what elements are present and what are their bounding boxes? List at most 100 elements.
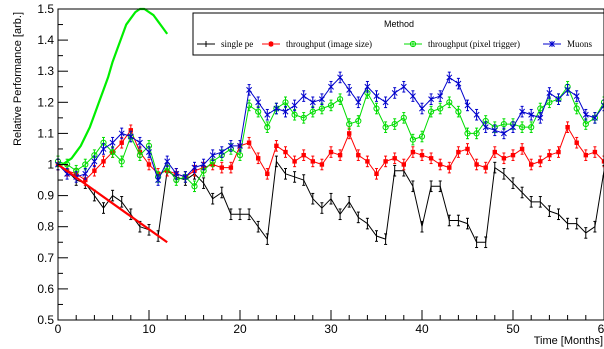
marker-square — [501, 156, 507, 161]
marker-x — [182, 173, 189, 180]
marker-x — [446, 74, 453, 81]
marker-square — [146, 162, 152, 167]
marker-square — [438, 162, 443, 167]
marker-square — [529, 162, 534, 167]
marker-square — [419, 152, 425, 158]
legend-entries: single pe throughput (image size) throughp… — [197, 39, 593, 49]
marker-circle — [291, 111, 298, 118]
marker-circle — [573, 105, 580, 112]
marker-square — [601, 159, 604, 164]
marker-circle — [82, 161, 89, 168]
marker-x — [409, 93, 416, 100]
marker-square — [456, 149, 461, 155]
marker-square — [565, 124, 570, 130]
marker-x — [255, 99, 262, 106]
x-tick-label: 40 — [415, 322, 429, 336]
legend-label: throughput (pixel trigger) — [428, 39, 520, 49]
y-tick-label: 1.5 — [37, 2, 54, 16]
y-axis-title: Relative Performance [arb.] — [12, 12, 24, 146]
marker-square — [428, 156, 434, 161]
marker-x — [191, 164, 198, 171]
legend-label: throughput (image size) — [286, 39, 372, 49]
marker-circle — [528, 124, 535, 131]
marker-square — [519, 146, 525, 152]
marker-square — [547, 152, 552, 158]
x-tick-label: 20 — [233, 322, 247, 336]
marker-x — [100, 145, 107, 152]
marker-square — [392, 156, 397, 161]
marker-x — [264, 111, 271, 118]
marker-x — [164, 158, 171, 165]
x-axis-title: Time [Months] — [534, 335, 603, 347]
marker-square — [492, 149, 497, 155]
marker-circle — [409, 136, 416, 143]
marker-square — [328, 149, 334, 155]
marker-circle — [191, 183, 198, 190]
marker-circle — [418, 133, 426, 140]
legend: Method single pe throughput (image size) t… — [192, 12, 604, 56]
marker-circle — [546, 99, 553, 106]
legend-box — [192, 12, 604, 56]
marker-x — [355, 99, 362, 106]
marker-circle — [455, 108, 462, 115]
marker-x — [209, 152, 216, 159]
marker-square — [538, 159, 543, 164]
axes: 0.5 0.6 0.7 0.8 0.9 1 1.1 1.2 1.3 1.4 1.5 0 10 20 30 40… — [37, 2, 604, 336]
marker-x — [473, 111, 480, 118]
marker-circle — [391, 120, 398, 128]
marker-circle — [309, 108, 316, 115]
marker-circle — [327, 102, 335, 109]
series-line — [58, 7, 169, 166]
legend-entry: single pe — [197, 39, 253, 49]
marker-x — [237, 142, 243, 149]
marker-x — [337, 74, 344, 81]
marker-circle — [346, 120, 353, 128]
marker-x — [491, 127, 498, 134]
legend-title: Method — [384, 19, 414, 29]
marker-x — [227, 142, 234, 149]
legend-entry: Muons — [543, 39, 593, 49]
marker-square — [465, 146, 470, 152]
y-tick-label: 0.5 — [37, 313, 54, 327]
marker-circle — [236, 152, 244, 159]
marker-x — [537, 114, 544, 121]
legend-entry: throughput (pixel trigger) — [404, 39, 520, 49]
y-tick-label: 0.9 — [37, 189, 54, 203]
marker-x — [309, 99, 316, 106]
legend-entry: throughput (image size) — [262, 39, 372, 49]
marker-x — [464, 102, 471, 109]
marker-square — [510, 152, 516, 158]
marker-x — [300, 93, 307, 100]
marker-x — [391, 90, 398, 96]
marker-square — [365, 159, 370, 164]
marker-square — [347, 131, 352, 136]
x-tick-label: 30 — [324, 322, 338, 336]
marker-square — [447, 165, 452, 170]
marker-x — [482, 124, 489, 131]
marker-x — [573, 93, 580, 100]
marker-x — [273, 105, 280, 112]
marker-square — [92, 168, 97, 173]
marker-circle — [428, 108, 435, 115]
marker-circle — [400, 114, 407, 121]
marker-x — [546, 90, 553, 96]
marker-square — [356, 152, 361, 158]
marker-square — [274, 143, 279, 149]
marker-x — [246, 86, 253, 93]
plot-marks — [54, 7, 604, 249]
marker-x — [373, 93, 380, 100]
marker-x — [91, 158, 98, 165]
y-tick-label: 0.6 — [37, 282, 54, 296]
marker-circle — [519, 124, 526, 131]
marker-circle — [300, 114, 307, 121]
marker-circle — [473, 130, 480, 137]
marker-x — [155, 177, 162, 184]
marker-x — [528, 111, 535, 118]
marker-square — [592, 149, 598, 155]
y-tick-label: 0.8 — [37, 220, 54, 234]
marker-square — [374, 171, 379, 177]
marker-x — [82, 170, 89, 177]
marker-square — [283, 149, 288, 155]
